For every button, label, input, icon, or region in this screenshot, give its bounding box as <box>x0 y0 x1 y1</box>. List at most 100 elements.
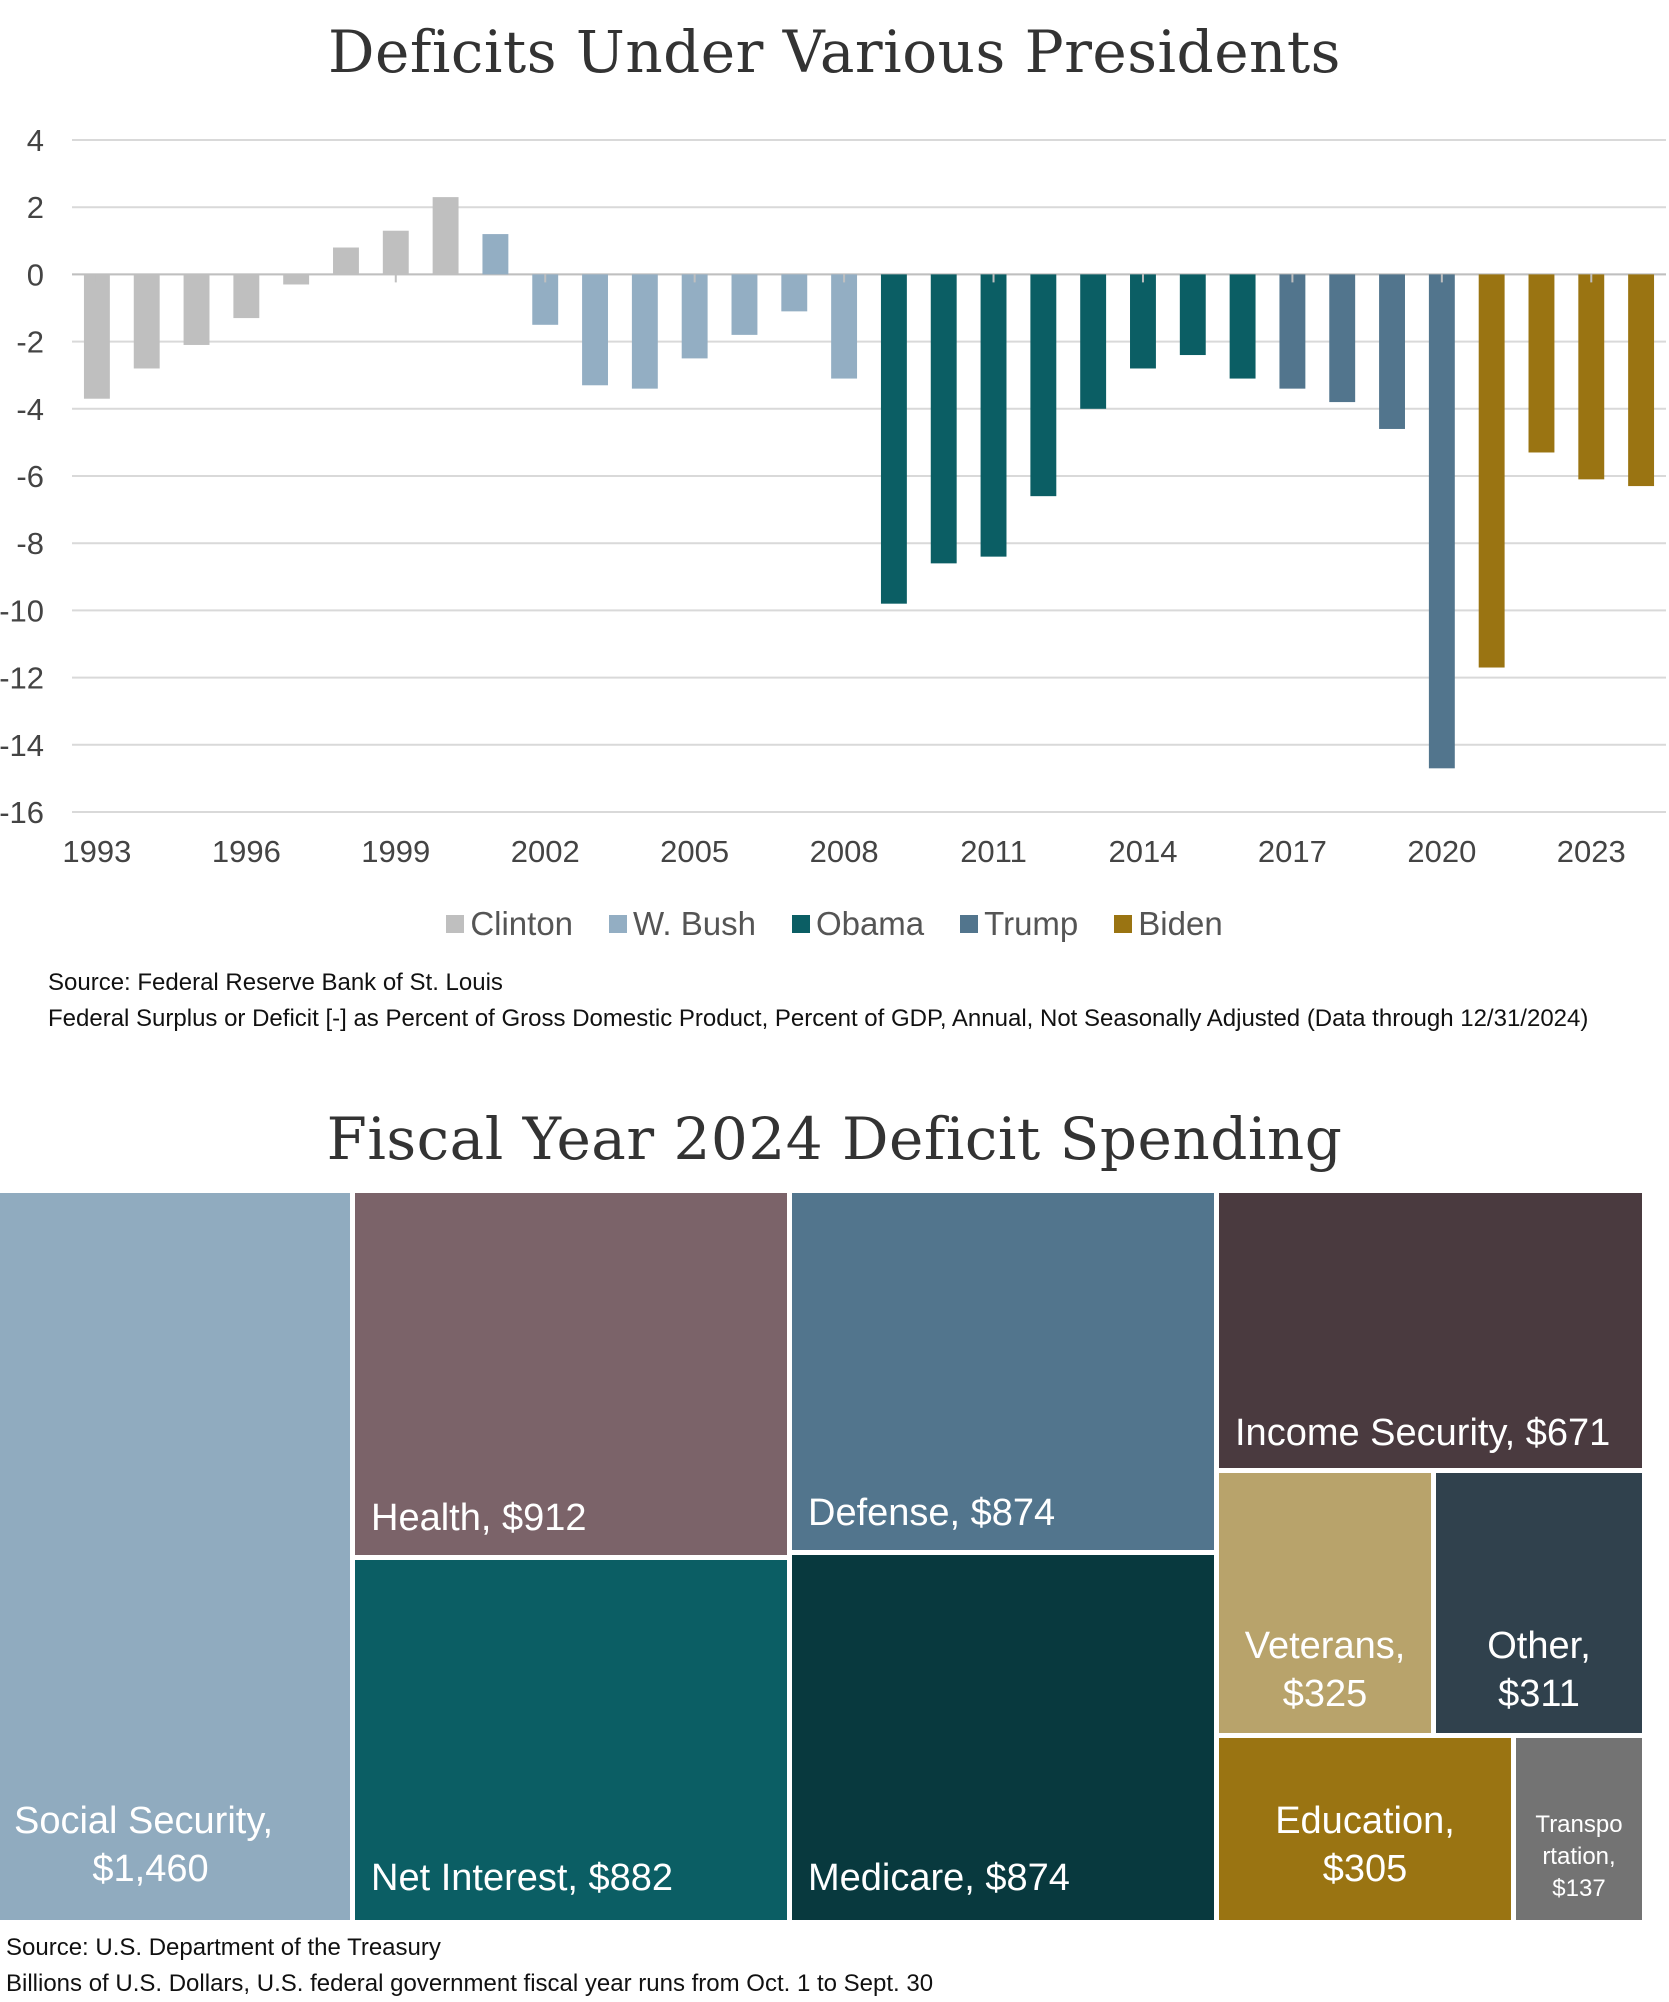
treemap-label-education: $305 <box>1323 1848 1408 1890</box>
bar-chart-legend: Clinton W. Bush Obama Trump Biden <box>0 905 1669 943</box>
bar-2023 <box>1578 274 1605 480</box>
treemap-source-line-1: Source: U.S. Department of the Treasury <box>6 1934 441 1961</box>
x-tick-label: 1996 <box>212 834 281 869</box>
legend-swatch <box>791 915 810 933</box>
treemap-label-other: Other, <box>1487 1625 1591 1667</box>
treemap-label-health: Health, $912 <box>371 1497 587 1539</box>
y-tick-label: -14 <box>0 728 44 763</box>
x-tick-label: 2005 <box>660 834 729 869</box>
bar-2014 <box>1130 274 1156 369</box>
treemap-tile-social-security <box>0 1193 350 1920</box>
x-tick-label: 1999 <box>361 834 430 869</box>
bar-2024 <box>1628 274 1655 487</box>
bar-1995 <box>183 274 210 345</box>
y-tick-label: -4 <box>16 392 44 427</box>
y-tick-label: -2 <box>16 325 44 360</box>
bar-chart-source: Source: Federal Reserve Bank of St. Loui… <box>48 965 1588 1037</box>
legend-item: Obama <box>791 905 925 943</box>
bar-2001 <box>482 234 509 275</box>
legend-swatch <box>1114 915 1133 933</box>
treemap-label-veterans: Veterans, <box>1245 1625 1406 1667</box>
legend-item: Trump <box>960 905 1078 943</box>
treemap-tile-veterans <box>1219 1473 1431 1733</box>
y-tick-label: -8 <box>16 526 44 561</box>
y-tick-label: 4 <box>27 123 44 158</box>
bar-2013 <box>1080 274 1107 409</box>
bar-2017 <box>1279 274 1306 389</box>
bar-2012 <box>1030 274 1057 497</box>
treemap-label-social-security: Social Security, <box>14 1800 273 1842</box>
bar-2003 <box>582 274 608 386</box>
x-tick-label: 2020 <box>1407 834 1476 869</box>
bar-2009 <box>880 274 907 604</box>
treemap-source-line-2: Billions of U.S. Dollars, U.S. federal g… <box>6 1970 934 1997</box>
y-tick-label: -12 <box>0 661 44 696</box>
x-tick-label: 2011 <box>960 834 1027 869</box>
treemap-tile-net-interest <box>355 1560 787 1920</box>
bar-2005 <box>681 274 708 359</box>
y-tick-label: -10 <box>0 593 44 628</box>
legend-label: W. Bush <box>633 905 756 942</box>
bar-2004 <box>631 274 658 389</box>
bar-2011 <box>980 274 1007 557</box>
treemap-tile-health <box>355 1193 787 1555</box>
treemap-tile-other <box>1436 1473 1642 1733</box>
treemap-label-medicare: Medicare, $874 <box>808 1857 1070 1899</box>
bar-2002 <box>532 274 559 325</box>
legend-label: Biden <box>1138 905 1223 942</box>
spending-treemap: Social Security, $1,460 Health, $912 Net In… <box>0 1193 1642 1920</box>
legend-item: W. Bush <box>609 905 756 943</box>
bar-source-line-1: Source: Federal Reserve Bank of St. Loui… <box>48 969 503 996</box>
treemap-label-defense: Defense, $874 <box>808 1492 1055 1534</box>
legend-swatch <box>446 915 465 933</box>
bar-2008 <box>831 274 858 379</box>
treemap-title: Fiscal Year 2024 Deficit Spending <box>326 1105 1343 1173</box>
treemap-label-transportation: Transpo <box>1535 1811 1622 1838</box>
treemap-source: Source: U.S. Department of the Treasury … <box>6 1930 933 2002</box>
treemap-label-social-security: $1,460 <box>92 1848 208 1890</box>
treemap-label-net-interest: Net Interest, $882 <box>371 1857 673 1899</box>
x-tick-label: 2014 <box>1108 834 1177 869</box>
legend-swatch <box>960 915 979 933</box>
bar-2022 <box>1528 274 1555 453</box>
y-tick-label: 2 <box>27 190 44 225</box>
bar-1997 <box>283 274 310 285</box>
treemap-label-transportation: rtation, <box>1542 1843 1615 1870</box>
deficit-bar-chart: 4 2 0 -2 -4 -6 -8 -10 -12 -14 -16 1993 1996 1999 2002 2… <box>0 123 1666 869</box>
legend-label: Obama <box>815 905 925 942</box>
treemap-label-education: Education, <box>1275 1800 1455 1842</box>
treemap-label-income-security: Income Security, $671 <box>1235 1412 1610 1454</box>
bar-1993 <box>83 274 110 399</box>
bar-2020 <box>1428 274 1455 769</box>
treemap-label-veterans: $325 <box>1283 1673 1368 1715</box>
treemap-tile-defense <box>792 1193 1214 1550</box>
bar-1999 <box>382 230 409 275</box>
bar-2019 <box>1379 274 1405 429</box>
x-tick-label: 2017 <box>1258 834 1327 869</box>
x-tick-label: 2008 <box>810 834 879 869</box>
bar-source-line-2: Federal Surplus or Deficit [-] as Percen… <box>48 1005 1589 1032</box>
bar-chart-title: Deficits Under Various Presidents <box>328 18 1341 86</box>
bar-1994 <box>133 274 160 369</box>
treemap-tile-education <box>1219 1738 1511 1920</box>
bar-2016 <box>1229 274 1256 379</box>
treemap-label-other: $311 <box>1498 1673 1580 1715</box>
x-tick-label: 1993 <box>62 834 131 869</box>
bar-2007 <box>781 274 808 312</box>
bar-2006 <box>731 274 758 335</box>
bar-2021 <box>1478 274 1505 668</box>
legend-swatch <box>609 915 628 933</box>
y-tick-label: -16 <box>0 795 44 830</box>
y-tick-label: 0 <box>27 257 44 292</box>
bar-2015 <box>1179 274 1206 356</box>
x-tick-label: 2002 <box>511 834 580 869</box>
treemap-tile-transportation <box>1516 1738 1642 1920</box>
treemap-tile-income-security <box>1219 1193 1642 1468</box>
bar-2010 <box>930 274 957 564</box>
legend-item: Biden <box>1114 905 1223 943</box>
legend-label: Clinton <box>470 905 574 942</box>
legend-item: Clinton <box>446 905 573 943</box>
treemap-tile-medicare <box>792 1555 1214 1920</box>
bar-2018 <box>1329 274 1356 403</box>
treemap-label-transportation: $137 <box>1552 1875 1605 1902</box>
